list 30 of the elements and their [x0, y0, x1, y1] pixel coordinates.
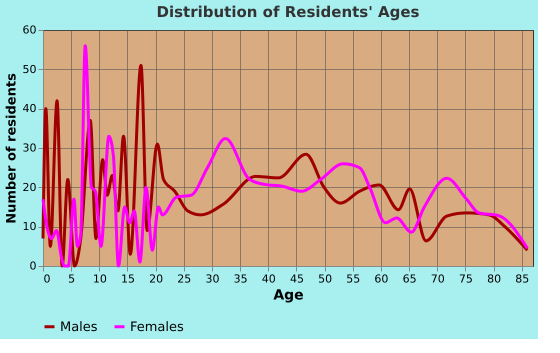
chart-title: Distribution of Residents' Ages: [156, 3, 420, 21]
x-tick-label: 80: [487, 272, 502, 286]
y-tick-label: 50: [22, 62, 36, 76]
x-tick-label: 25: [177, 272, 192, 286]
x-tick-label: 55: [346, 272, 360, 286]
x-tick-label: 30: [205, 272, 220, 286]
x-tick-label: 5: [68, 272, 76, 286]
x-tick-label: 40: [262, 272, 276, 286]
x-tick-label: 70: [430, 272, 445, 286]
y-tick-label: 10: [22, 220, 36, 234]
x-tick-label: 45: [290, 272, 304, 286]
x-tick-label: 0: [44, 272, 50, 286]
y-tick-label: 20: [22, 180, 36, 194]
y-tick-label: 30: [22, 142, 36, 154]
x-tick-label: 15: [120, 272, 135, 286]
x-tick-label: 35: [234, 272, 248, 286]
x-tick-label: 60: [374, 272, 388, 286]
x-tick-label: 20: [149, 272, 164, 286]
x-tick-label: 50: [318, 272, 332, 286]
x-axis-title: Age: [273, 288, 304, 304]
x-tick-label: 75: [458, 272, 473, 286]
y-tick-label: 0: [30, 260, 36, 272]
x-tick-label: 65: [402, 272, 417, 286]
y-axis-title: Number of residents: [4, 72, 20, 224]
legend-label: Males: [60, 320, 98, 335]
legend-label: Females: [130, 320, 184, 335]
x-tick-label: 85: [515, 272, 530, 286]
y-tick-label: 40: [22, 102, 36, 116]
x-tick-label: 10: [92, 272, 107, 286]
y-tick-label: 60: [22, 24, 36, 36]
